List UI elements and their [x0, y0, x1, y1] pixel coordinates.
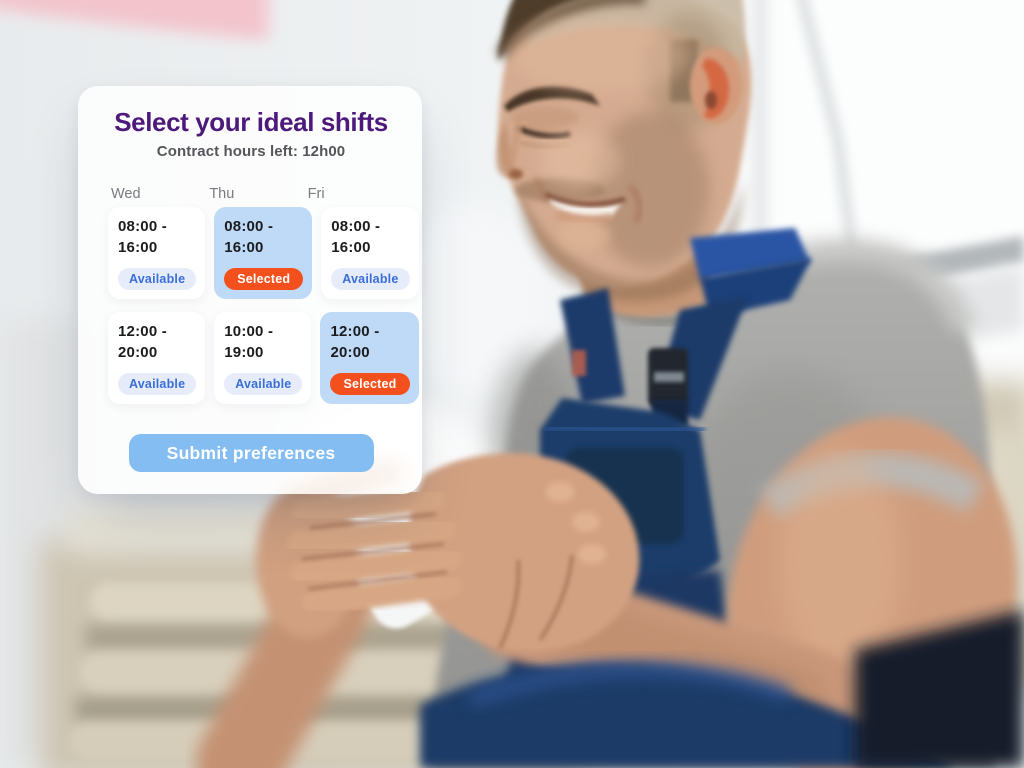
status-badge: Available	[224, 373, 303, 396]
shift-option[interactable]: 08:00 -16:00 Available	[321, 207, 419, 300]
status-badge: Selected	[330, 373, 410, 396]
stubble	[516, 180, 744, 302]
worker-head	[495, 0, 752, 317]
shift-option[interactable]: 10:00 -19:00 Available	[214, 312, 312, 405]
status-badge: Selected	[224, 268, 304, 291]
right-hand	[409, 453, 640, 651]
shift-option[interactable]: 08:00 -16:00 Available	[108, 207, 206, 300]
worker-hands-phone	[256, 376, 640, 651]
shift-row-morning: 08:00 -16:00 Available 08:00 -16:00 Sele…	[108, 207, 419, 300]
status-badge: Available	[118, 373, 197, 396]
submit-preferences-button[interactable]: Submit preferences	[128, 434, 374, 473]
nose	[496, 120, 516, 178]
shift-selection-card: Select your ideal shifts Contract hours …	[78, 86, 422, 494]
eyebrow	[504, 86, 600, 112]
shift-time: 10:00 -19:00	[224, 323, 274, 361]
contract-hours-subtitle: Contract hours left: 12h00	[156, 143, 346, 161]
overall-strap	[690, 228, 810, 280]
status-badge: Available	[118, 268, 197, 291]
day-label-thu: Thu	[209, 186, 235, 203]
shift-row-evening: 12:00 -20:00 Available 10:00 -19:00 Avai…	[108, 312, 419, 405]
photo-worker	[196, 0, 1024, 768]
page-title: Select your ideal shifts	[114, 107, 388, 137]
shift-option[interactable]: 12:00 -20:00 Available	[108, 312, 206, 405]
day-label-wed: Wed	[111, 186, 141, 203]
pink-artwork	[0, 0, 268, 40]
status-badge: Available	[331, 268, 410, 291]
shift-time: 08:00 -16:00	[118, 218, 167, 256]
shift-option[interactable]: 12:00 -20:00 Selected	[320, 312, 419, 405]
hair-fringe	[498, 0, 577, 62]
worker-leg	[420, 610, 1024, 768]
day-label-fri: Fri	[307, 186, 325, 203]
shift-time: 12:00 -20:00	[330, 323, 380, 361]
smile-teeth	[549, 196, 622, 217]
shift-time: 08:00 -16:00	[331, 218, 381, 256]
shift-option[interactable]: 08:00 -16:00 Selected	[214, 207, 313, 300]
day-header-row: Wed Thu Fri	[108, 186, 394, 202]
shift-time: 12:00 -20:00	[118, 323, 167, 361]
shift-time: 08:00 -16:00	[224, 218, 274, 256]
